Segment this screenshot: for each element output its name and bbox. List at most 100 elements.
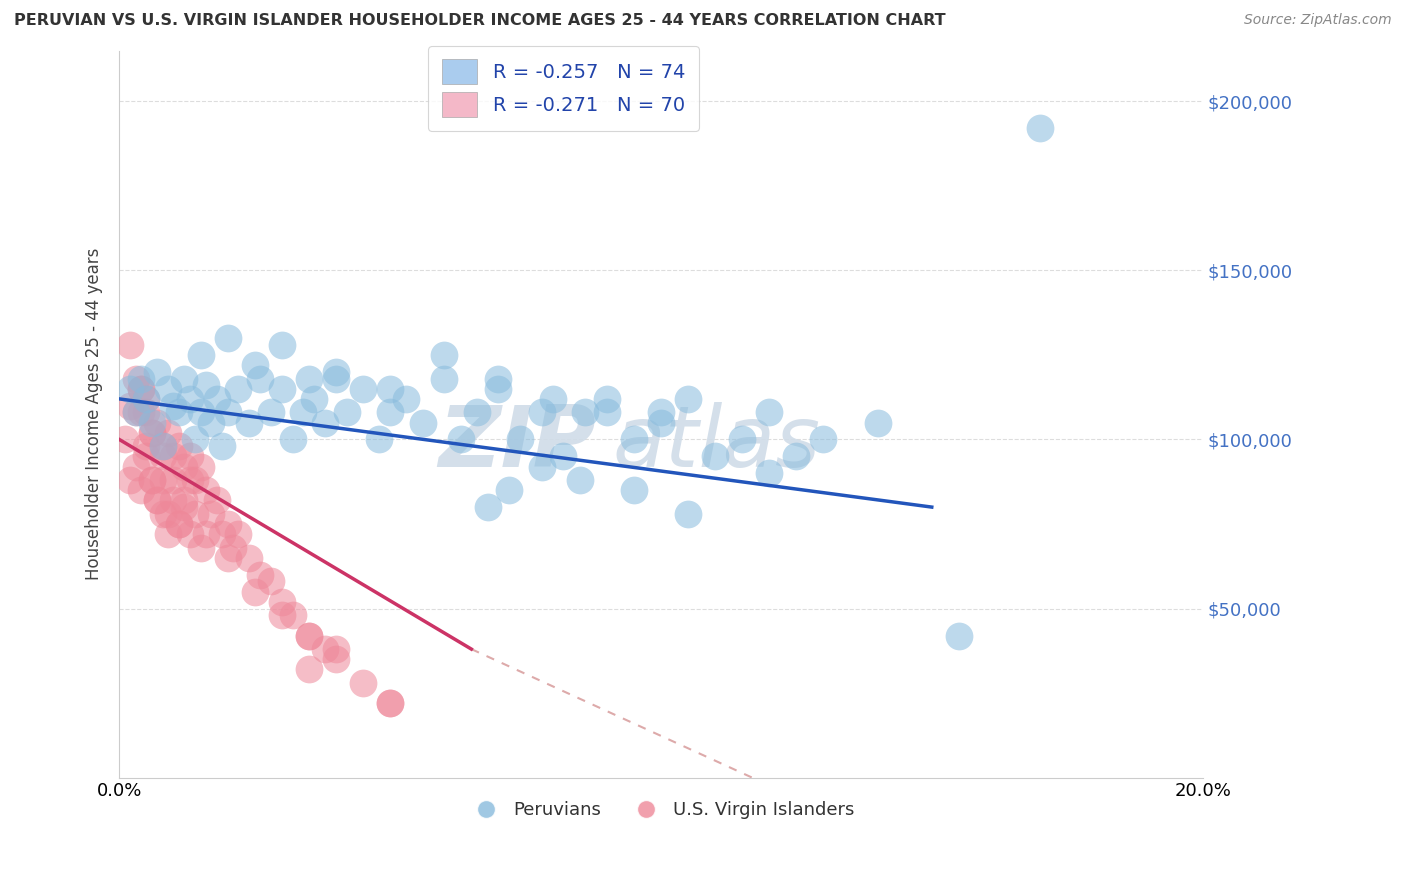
Point	[135, 439, 157, 453]
Text: ZIP: ZIP	[439, 401, 596, 484]
Point	[270, 608, 292, 623]
Point	[412, 416, 434, 430]
Point	[184, 507, 207, 521]
Point	[167, 516, 190, 531]
Point	[596, 405, 619, 419]
Point	[270, 382, 292, 396]
Point	[179, 392, 201, 406]
Point	[758, 405, 780, 419]
Point	[129, 405, 152, 419]
Point	[124, 405, 146, 419]
Point	[179, 527, 201, 541]
Point	[298, 662, 321, 676]
Point	[249, 567, 271, 582]
Point	[124, 405, 146, 419]
Point	[217, 405, 239, 419]
Point	[120, 338, 142, 352]
Point	[498, 483, 520, 498]
Point	[228, 527, 250, 541]
Point	[292, 405, 315, 419]
Point	[352, 676, 374, 690]
Point	[173, 500, 195, 514]
Point	[120, 382, 142, 396]
Point	[200, 507, 222, 521]
Point	[217, 516, 239, 531]
Point	[152, 439, 174, 453]
Point	[129, 371, 152, 385]
Point	[243, 358, 266, 372]
Point	[813, 433, 835, 447]
Point	[281, 608, 304, 623]
Point	[167, 405, 190, 419]
Text: Source: ZipAtlas.com: Source: ZipAtlas.com	[1244, 13, 1392, 28]
Point	[314, 642, 336, 657]
Point	[205, 493, 228, 508]
Point	[352, 382, 374, 396]
Point	[135, 405, 157, 419]
Point	[623, 433, 645, 447]
Point	[298, 629, 321, 643]
Point	[194, 527, 217, 541]
Point	[270, 595, 292, 609]
Point	[129, 382, 152, 396]
Point	[325, 365, 347, 379]
Point	[228, 382, 250, 396]
Point	[1029, 121, 1052, 136]
Point	[190, 348, 212, 362]
Point	[477, 500, 499, 514]
Y-axis label: Householder Income Ages 25 - 44 years: Householder Income Ages 25 - 44 years	[86, 248, 103, 581]
Point	[141, 416, 163, 430]
Point	[184, 473, 207, 487]
Point	[167, 516, 190, 531]
Point	[553, 450, 575, 464]
Point	[124, 459, 146, 474]
Point	[184, 433, 207, 447]
Point	[249, 371, 271, 385]
Point	[378, 405, 401, 419]
Point	[260, 405, 283, 419]
Point	[141, 473, 163, 487]
Point	[157, 527, 180, 541]
Point	[676, 507, 699, 521]
Point	[146, 493, 169, 508]
Point	[433, 371, 456, 385]
Point	[731, 433, 754, 447]
Point	[190, 459, 212, 474]
Point	[281, 433, 304, 447]
Point	[325, 371, 347, 385]
Point	[509, 433, 531, 447]
Point	[574, 405, 596, 419]
Point	[141, 473, 163, 487]
Point	[129, 382, 152, 396]
Point	[190, 541, 212, 555]
Point	[135, 392, 157, 406]
Point	[141, 425, 163, 440]
Point	[194, 483, 217, 498]
Point	[304, 392, 326, 406]
Point	[162, 473, 184, 487]
Point	[152, 473, 174, 487]
Point	[129, 483, 152, 498]
Legend: Peruvians, U.S. Virgin Islanders: Peruvians, U.S. Virgin Islanders	[460, 794, 862, 827]
Point	[325, 652, 347, 666]
Point	[465, 405, 488, 419]
Point	[157, 507, 180, 521]
Point	[162, 493, 184, 508]
Point	[173, 459, 195, 474]
Point	[596, 392, 619, 406]
Point	[450, 433, 472, 447]
Point	[211, 439, 233, 453]
Point	[146, 493, 169, 508]
Point	[135, 450, 157, 464]
Point	[179, 473, 201, 487]
Point	[162, 450, 184, 464]
Point	[530, 405, 553, 419]
Point	[704, 450, 727, 464]
Point	[167, 439, 190, 453]
Point	[866, 416, 889, 430]
Point	[141, 425, 163, 440]
Point	[948, 629, 970, 643]
Point	[243, 584, 266, 599]
Point	[146, 416, 169, 430]
Point	[152, 507, 174, 521]
